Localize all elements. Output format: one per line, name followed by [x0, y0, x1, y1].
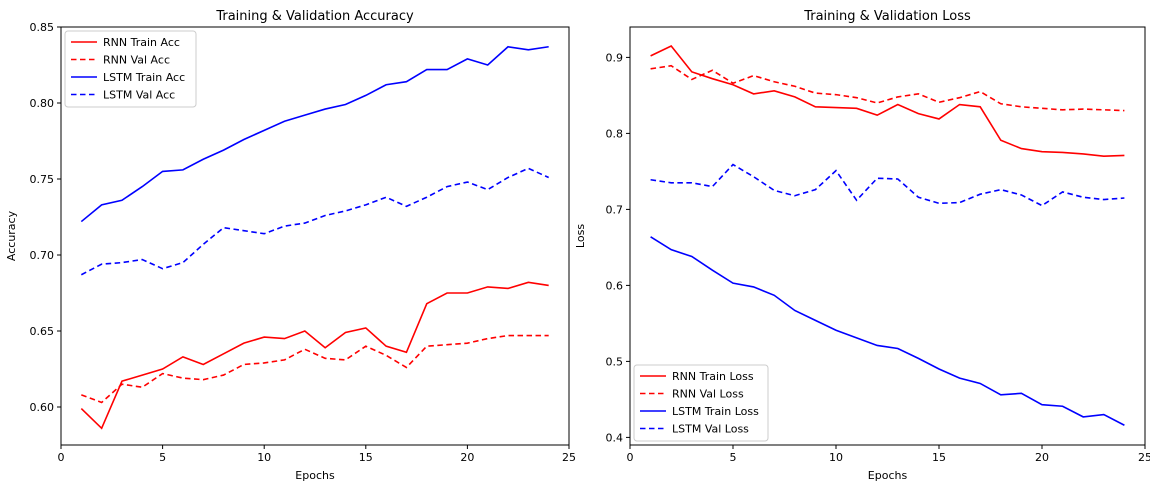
series-line-lstm-val-loss	[650, 163, 1125, 207]
legend-label: RNN Train Acc	[103, 36, 180, 49]
plot-frame	[629, 26, 1146, 446]
accuracy-chart: Training & Validation Accuracy 0 5 10 15 20 25…	[5, 9, 576, 482]
series-line-rnn-train-acc	[80, 281, 549, 430]
chart-title: Training & Validation Loss	[803, 9, 971, 24]
y-tick-label: 0.75	[30, 173, 55, 186]
series-line-rnn-val-acc	[81, 334, 549, 404]
x-tick-label: 20	[460, 451, 474, 464]
legend-box	[64, 30, 197, 108]
x-tick-label: 15	[359, 451, 373, 464]
x-axis-label: Epochs	[868, 469, 908, 482]
x-tick-label: 5	[730, 451, 737, 464]
legend-label: LSTM Val Acc	[103, 89, 175, 102]
y-tick-label: 0.7	[606, 203, 624, 216]
series-line-rnn-val-loss	[650, 64, 1125, 112]
plot-frame	[60, 26, 570, 446]
loss-chart: Training & Validation Loss 0 5 10 15 20 25 0.4 0…	[574, 9, 1150, 482]
x-tick-label: 25	[562, 451, 576, 464]
legend-label: RNN Val Acc	[103, 54, 170, 67]
x-tick-label: 10	[829, 451, 843, 464]
x-tick-label: 5	[159, 451, 166, 464]
y-tick-label: 0.6	[606, 279, 624, 292]
x-tick-label: 10	[257, 451, 271, 464]
x-tick-label: 25	[1138, 451, 1150, 464]
legend-label: LSTM Train Loss	[672, 405, 759, 418]
legend-label: LSTM Train Acc	[103, 71, 185, 84]
y-tick-label: 0.4	[606, 431, 624, 444]
x-tick-label: 0	[627, 451, 634, 464]
x-tick-label: 15	[932, 451, 946, 464]
y-tick-label: 0.65	[30, 325, 55, 338]
y-tick-label: 0.70	[30, 249, 55, 262]
series-line-lstm-train-acc	[80, 45, 549, 223]
y-tick-label: 0.8	[606, 127, 624, 140]
series-line-rnn-train-loss	[650, 45, 1125, 158]
legend-box	[633, 364, 769, 442]
x-tick-label: 0	[58, 451, 65, 464]
legend-label: LSTM Val Loss	[672, 423, 749, 436]
series-line-lstm-val-acc	[80, 167, 550, 276]
legend-label: RNN Train Loss	[672, 370, 754, 383]
y-tick-label: 0.85	[30, 21, 55, 34]
legend: RNN Train Acc RNN Val Acc LSTM Train Acc LS…	[64, 30, 197, 108]
y-axis-label: Accuracy	[5, 210, 18, 261]
y-tick-label: 0.9	[606, 51, 624, 64]
legend-label: RNN Val Loss	[672, 388, 744, 401]
series-line-lstm-train-loss	[650, 236, 1125, 426]
x-tick-label: 20	[1035, 451, 1049, 464]
chart-title: Training & Validation Accuracy	[215, 9, 414, 24]
y-tick-label: 0.80	[30, 97, 55, 110]
y-tick-label: 0.5	[606, 355, 624, 368]
legend: RNN Train Loss RNN Val Loss LSTM Train Los…	[633, 364, 769, 442]
x-axis-label: Epochs	[295, 469, 335, 482]
y-axis-label: Loss	[574, 224, 587, 248]
y-tick-label: 0.60	[30, 401, 55, 414]
